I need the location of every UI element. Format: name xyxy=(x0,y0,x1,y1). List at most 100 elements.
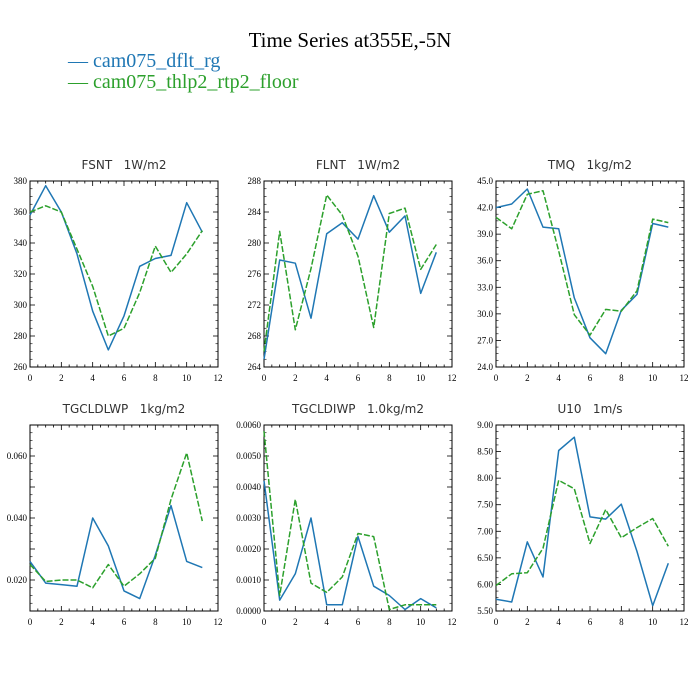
y-tick-label: 320 xyxy=(14,269,28,279)
x-tick-label: 8 xyxy=(387,373,392,383)
panel-title: TMQ 1kg/m2 xyxy=(547,158,632,172)
x-tick-label: 12 xyxy=(680,617,689,627)
legend-entry-dflt: — cam075_dflt_rg xyxy=(68,50,221,72)
chart-panel-4: TGCLDLWP 1kg/m2 0 2 4 6 8 10 12 0.020 0.040 0.060 xyxy=(7,402,223,627)
y-tick-label: 288 xyxy=(248,176,262,186)
y-tick-label: 360 xyxy=(14,207,28,217)
x-tick-label: 6 xyxy=(588,373,593,383)
x-tick-label: 2 xyxy=(525,617,530,627)
x-tick-label: 10 xyxy=(648,373,658,383)
x-tick-label: 6 xyxy=(122,617,127,627)
plot-frame xyxy=(495,180,685,368)
y-tick-label: 0.0010 xyxy=(236,575,261,585)
panel-title: TGCLDLWP 1kg/m2 xyxy=(62,402,186,416)
y-tick-label: 42.0 xyxy=(477,203,493,213)
x-tick-label: 12 xyxy=(448,373,457,383)
panel-title: FLNT 1W/m2 xyxy=(316,158,400,172)
x-tick-label: 8 xyxy=(153,617,158,627)
y-tick-label: 0.0040 xyxy=(236,482,261,492)
x-tick-label: 0 xyxy=(28,617,33,627)
series-line-thlp2 xyxy=(29,205,203,337)
y-tick-label: 340 xyxy=(14,238,28,248)
chart-panel-5: TGCLDIWP 1.0kg/m2 0 2 4 6 8 10 12 0.0000 0.0010 0.… xyxy=(236,402,456,627)
y-tick-label: 0.0020 xyxy=(236,544,261,554)
x-tick-label: 2 xyxy=(59,617,64,627)
x-tick-label: 2 xyxy=(525,373,530,383)
y-tick-label: 9.00 xyxy=(477,420,493,430)
plot-frame xyxy=(495,424,685,612)
chart-panel-1: FSNT 1W/m2 0 2 4 6 8 10 12 260 280 300 320 340 360 380 xyxy=(14,158,223,383)
chart-panel-6: U10 1m/s 0 2 4 6 8 10 12 5.50 6.00 6.50 7.00 7.50 8.0… xyxy=(477,402,688,627)
series-line-dflt xyxy=(263,194,438,360)
y-tick-label: 7.50 xyxy=(477,500,493,510)
x-tick-label: 0 xyxy=(262,617,267,627)
series-line-thlp2 xyxy=(495,479,669,587)
y-tick-label: 7.00 xyxy=(477,526,493,536)
y-tick-label: 276 xyxy=(248,269,262,279)
figure-title: Time Series at355E,-5N xyxy=(248,28,452,52)
x-tick-label: 10 xyxy=(416,373,426,383)
x-tick-label: 0 xyxy=(28,373,33,383)
x-tick-label: 12 xyxy=(214,617,223,627)
y-tick-label: 280 xyxy=(14,331,28,341)
y-tick-label: 36.0 xyxy=(477,256,493,266)
panel-title: TGCLDIWP 1.0kg/m2 xyxy=(291,402,424,416)
y-tick-label: 0.0000 xyxy=(236,606,261,616)
y-tick-label: 39.0 xyxy=(477,229,493,239)
x-tick-label: 4 xyxy=(90,617,95,627)
y-tick-label: 0.040 xyxy=(7,513,28,523)
y-tick-label: 300 xyxy=(14,300,28,310)
y-tick-label: 6.00 xyxy=(477,579,493,589)
panel-title: U10 1m/s xyxy=(557,402,622,416)
y-tick-label: 33.0 xyxy=(477,282,493,292)
plot-frame xyxy=(29,424,219,612)
x-tick-label: 4 xyxy=(556,373,561,383)
x-tick-label: 8 xyxy=(153,373,158,383)
x-tick-label: 8 xyxy=(619,617,624,627)
y-tick-label: 260 xyxy=(14,362,28,372)
x-tick-label: 6 xyxy=(122,373,127,383)
x-tick-label: 0 xyxy=(494,373,499,383)
x-tick-label: 12 xyxy=(214,373,223,383)
y-tick-label: 6.50 xyxy=(477,553,493,563)
x-tick-label: 12 xyxy=(448,617,457,627)
y-tick-label: 24.0 xyxy=(477,362,493,372)
series-line-dflt xyxy=(29,504,203,600)
y-tick-label: 272 xyxy=(248,300,262,310)
x-tick-label: 8 xyxy=(619,373,624,383)
series-line-dflt xyxy=(495,188,669,355)
y-tick-label: 380 xyxy=(14,176,28,186)
y-tick-label: 0.0050 xyxy=(236,451,261,461)
x-tick-label: 4 xyxy=(324,617,329,627)
series-line-thlp2 xyxy=(263,431,437,611)
y-tick-label: 0.0030 xyxy=(236,513,261,523)
x-tick-label: 6 xyxy=(356,373,361,383)
x-tick-label: 10 xyxy=(648,617,658,627)
series-line-dflt xyxy=(29,184,203,351)
y-tick-label: 0.060 xyxy=(7,451,28,461)
plot-frame xyxy=(263,180,453,368)
series-line-dflt xyxy=(263,480,437,611)
x-tick-label: 8 xyxy=(387,617,392,627)
panel-title: FSNT 1W/m2 xyxy=(82,158,167,172)
y-tick-label: 268 xyxy=(248,331,262,341)
x-tick-label: 10 xyxy=(182,617,192,627)
x-tick-label: 10 xyxy=(182,373,192,383)
y-tick-label: 5.50 xyxy=(477,606,493,616)
y-tick-label: 0.0060 xyxy=(236,420,261,430)
y-tick-label: 8.00 xyxy=(477,473,493,483)
series-line-thlp2 xyxy=(29,452,204,589)
series-line-thlp2 xyxy=(495,189,669,336)
y-tick-label: 27.0 xyxy=(477,335,493,345)
x-tick-label: 2 xyxy=(293,617,298,627)
series-line-dflt xyxy=(495,436,670,607)
y-tick-label: 8.50 xyxy=(477,447,493,457)
x-tick-label: 12 xyxy=(680,373,689,383)
x-tick-label: 0 xyxy=(262,373,267,383)
y-tick-label: 280 xyxy=(248,238,262,248)
series-line-thlp2 xyxy=(263,194,437,352)
y-tick-label: 284 xyxy=(248,207,262,217)
x-tick-label: 4 xyxy=(90,373,95,383)
chart-panel-2: FLNT 1W/m2 0 2 4 6 8 10 12 264 268 272 276 280 284 288 xyxy=(248,158,457,383)
